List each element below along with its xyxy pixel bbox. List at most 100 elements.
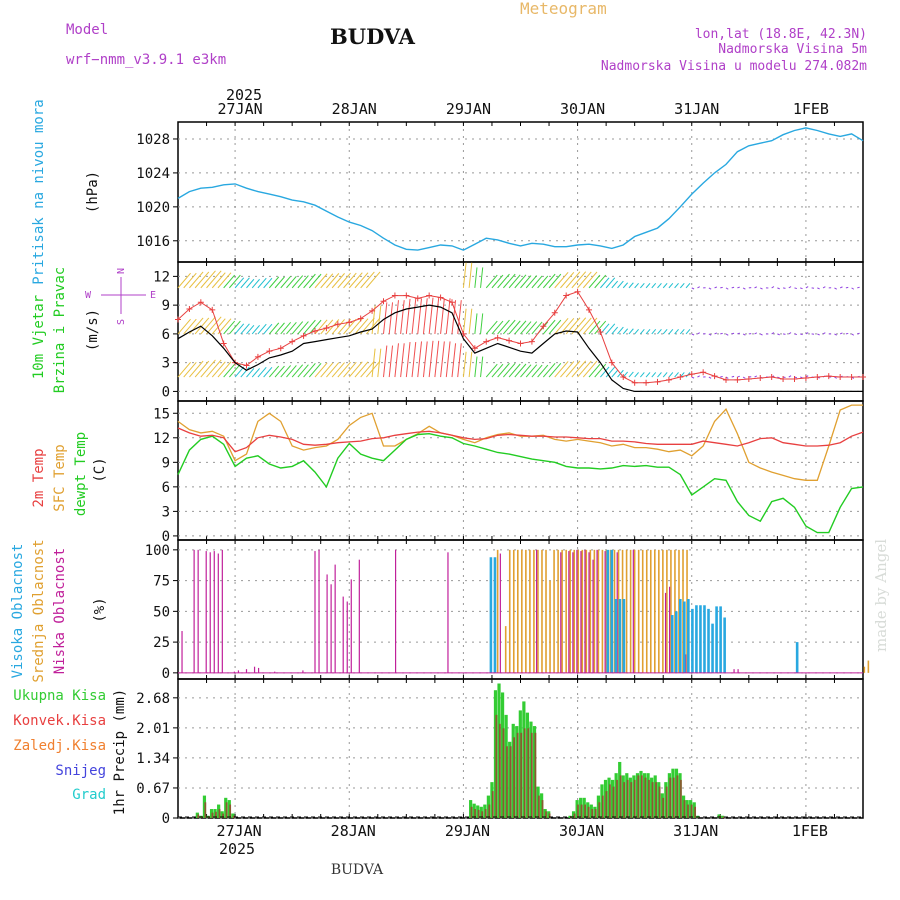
wind-arrow [788,375,792,378]
wind-arrow [571,360,587,378]
wind-arrow [246,324,255,335]
gust-marker [403,292,410,299]
conv-precip-bar [648,779,650,818]
wind-arrow [777,333,780,336]
gust-marker [586,306,592,313]
conv-precip-bar [587,806,590,818]
wind-arrow [565,271,581,289]
wind-arrow [217,272,232,289]
gust-marker [506,337,513,344]
gust-marker [346,319,353,326]
conv-precip-bar [527,728,530,818]
t2m-ylabel: 2m Temp [31,448,47,507]
wind-arrow [582,360,598,378]
wind-arrow [691,287,695,290]
wind-arrow [508,274,521,289]
top-day-label: 30JAN [560,100,605,118]
wind-arrow [822,286,826,289]
wind-arrow [531,321,543,335]
conv-precip-bar [523,728,526,818]
conv-precip-bar [609,784,611,818]
gust-marker [540,323,547,330]
wind-arrow [217,361,232,378]
wind-arrow [194,317,210,335]
gust-marker [757,374,764,381]
wind-arrow [834,376,837,379]
wind-arrow [240,366,250,378]
gust-marker [620,374,627,381]
pressure-unit: (hPa) [85,171,101,213]
y-tick-label-2: 15 [153,406,170,422]
total-precip-bar [582,797,586,818]
conv-precip-bar [573,813,576,818]
wind-arrow [331,273,345,289]
panel-frame-3 [177,539,864,680]
y-tick-label-3: 25 [153,635,170,651]
wind-arrow [468,351,473,378]
gust-marker [700,369,707,376]
gust-marker [391,292,398,299]
wind-arrow [542,319,556,335]
wind-arrow [211,272,226,289]
conv-precip-bar [513,737,515,818]
bottom-day-label: 28JAN [331,822,376,840]
wind-arrow [634,328,639,335]
gust-marker [837,374,844,381]
wind-arrow [737,286,740,289]
model-name: wrf−nmm_v3.9.1 e3km [66,52,226,68]
wind-arrow [605,323,616,335]
y-tick-label-2: 9 [162,455,170,471]
wind-arrow [234,277,245,289]
wind-arrow [542,273,556,289]
legend-conv-rain: Konvek.Kisa [13,713,106,729]
wind-arrow [754,332,758,335]
conv-precip-bar [687,804,689,818]
conv-precip-bar [598,802,601,818]
wind-arrow [622,371,629,378]
y-tick-label-3: 0 [162,666,170,682]
wind-arrow [565,360,581,378]
wind-arrow [251,278,260,289]
wind-arrow [685,328,691,335]
total-precip-bar [596,795,601,818]
wind-arrow [280,275,292,289]
wind-arrow [480,356,484,378]
gust-marker [220,340,227,347]
wind-arrow [246,368,255,378]
wind-arrow [525,364,538,378]
wind-arrow [525,321,538,335]
gust-marker [209,306,216,313]
wind-arrow [331,319,345,335]
conv-precip-bar [658,786,661,818]
conv-precip-bar [601,795,604,818]
conv-precip-bar [488,804,491,818]
gust-marker [825,373,832,380]
bottom-day-label: 27JAN [217,822,262,840]
wind-arrow [303,362,316,378]
conv-precip-bar [644,777,647,818]
wind-arrow [817,333,820,336]
wind-arrow [228,363,241,378]
wind-arrow [474,267,478,288]
total-precip-bar [721,815,725,818]
conv-precip-bar [520,732,523,818]
wind-arrow [474,356,478,378]
wind-arrow [251,324,260,335]
wind-arrow [308,362,322,378]
dewpt-ylabel: dewpt Temp [73,432,89,516]
conv-precip-bar [545,811,547,818]
wind-arrow [314,319,328,335]
wind-arrow [760,333,763,336]
wind-arrow [754,375,758,378]
watermark: made by Angel [872,539,890,652]
compass-rose: N W E S [85,268,156,325]
wind-arrow [211,361,226,378]
model-elevation-text: Nadmorska Visina u modelu 274.082m [601,59,867,74]
wind-arrow [508,320,521,335]
wind-arrow [388,302,394,334]
wind-arrow [588,274,601,289]
wind-arrow [834,287,837,290]
wind-arrow [200,316,216,335]
wind-arrow [800,376,803,379]
